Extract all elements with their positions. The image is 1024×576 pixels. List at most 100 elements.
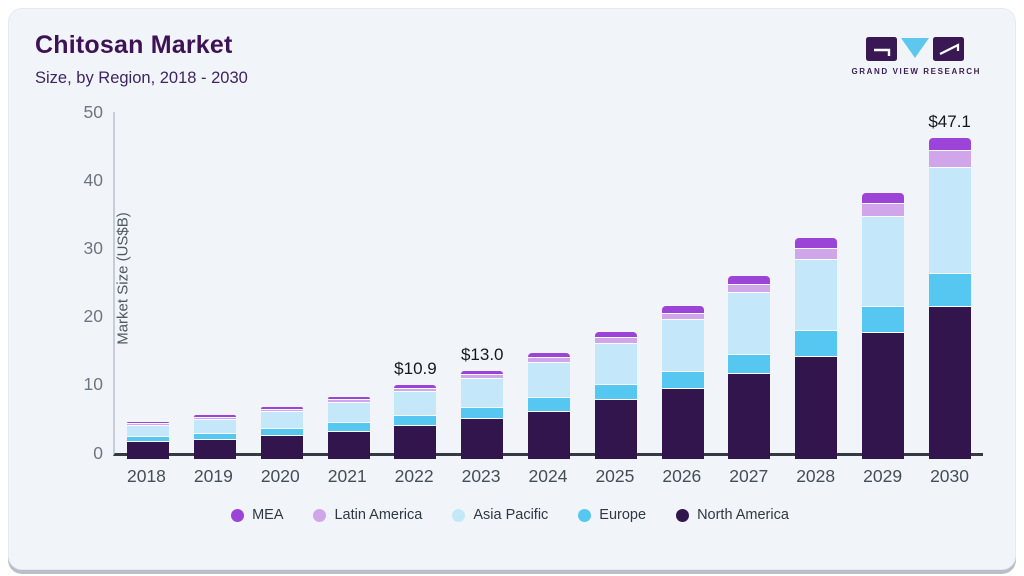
- bar-segment-north-america: [795, 355, 838, 460]
- bar-segment-asia-pacific: [661, 318, 704, 371]
- bar-segment-north-america: [527, 411, 570, 460]
- bar: [327, 397, 370, 460]
- bar-segment-asia-pacific: [795, 258, 838, 330]
- bar-segment-asia-pacific: [527, 361, 570, 398]
- bar-segment-asia-pacific: [394, 391, 437, 415]
- bar-total-label: $10.9: [394, 358, 437, 378]
- legend-dot: [578, 508, 592, 522]
- bar-segment-latin-america: [594, 337, 637, 343]
- bar: [728, 275, 771, 460]
- x-tick-label: 2018: [126, 466, 166, 486]
- x-tick-label: 2028: [796, 466, 836, 486]
- bar-segment-latin-america: [394, 387, 437, 392]
- bar-slot-2024: [516, 352, 583, 460]
- bar-total-label: $13.0: [460, 344, 504, 364]
- gvr-logo: GRAND VIEW RESEARCH: [851, 37, 981, 76]
- legend-label: MEA: [252, 507, 284, 523]
- bar-slot-2019: [182, 415, 249, 460]
- bar-segment-latin-america: [795, 247, 838, 259]
- bar-segment-latin-america: [728, 283, 771, 293]
- bar-segment-europe: [728, 354, 771, 374]
- bar-segment-north-america: [661, 388, 704, 460]
- legend-label: Europe: [599, 507, 647, 523]
- bar-segment-asia-pacific: [861, 215, 904, 306]
- bar: [461, 370, 504, 460]
- legend-item-mea: MEA: [231, 507, 283, 523]
- bar-segment-mea: [795, 237, 838, 248]
- title-block: Chitosan Market Size, by Region, 2018 - …: [35, 31, 248, 88]
- bar-segment-north-america: [260, 435, 303, 460]
- x-tick-label: 2023: [461, 466, 501, 486]
- x-tick-label: 2027: [729, 466, 769, 486]
- stacked-bar-chart: Market Size (US$B) 0 10 20 30 40 50 $10.9 $13.0…: [35, 103, 985, 487]
- legend-dot: [676, 508, 690, 522]
- y-tick-label: 20: [83, 305, 103, 326]
- bar: [795, 237, 838, 460]
- bar-segment-asia-pacific: [928, 167, 971, 274]
- chart-subtitle: Size, by Region, 2018 - 2030: [35, 69, 248, 87]
- bar-segment-mea: [394, 384, 437, 388]
- y-tick-label: 10: [83, 374, 103, 395]
- x-tick-label: 2029: [863, 466, 903, 486]
- bar-segment-north-america: [861, 332, 904, 460]
- bar-segment-north-america: [194, 438, 237, 460]
- bar-segment-north-america: [594, 398, 637, 460]
- bar-segment-europe: [127, 436, 170, 442]
- legend-item-north-america: North America: [676, 507, 789, 523]
- bar-segment-latin-america: [194, 416, 237, 419]
- bar-segment-asia-pacific: [461, 378, 504, 407]
- bar-segment-latin-america: [928, 149, 971, 168]
- bar-slot-2021: [315, 397, 382, 460]
- legend-dot: [231, 508, 245, 522]
- bar-segment-europe: [260, 427, 303, 436]
- bar-segment-europe: [394, 414, 437, 426]
- bar-segment-mea: [728, 275, 771, 284]
- bar: [527, 352, 570, 460]
- bar-slot-2020: [249, 406, 316, 460]
- bar-segment-europe: [928, 273, 971, 306]
- plot-area: 0 10 20 30 40 50 $10.9 $13.0 $47.1: [84, 103, 983, 461]
- bar-segment-mea: [327, 397, 370, 400]
- bar-segment-latin-america: [661, 312, 704, 319]
- bar-segment-latin-america: [127, 423, 170, 426]
- bar-segment-mea: [928, 138, 971, 150]
- bar-segment-north-america: [127, 441, 170, 460]
- bar-total-label: $47.1: [928, 112, 971, 131]
- bar: [260, 406, 303, 460]
- x-tick-label: 2025: [595, 466, 635, 486]
- legend-label: North America: [697, 507, 789, 523]
- bar-segment-latin-america: [327, 399, 370, 402]
- legend-label: Latin America: [334, 507, 423, 523]
- legend-item-latin-america: Latin America: [313, 507, 422, 523]
- plot-wrap: 0 10 20 30 40 50 $10.9 $13.0 $47.1 2018 2019 2020 2…: [84, 103, 983, 487]
- bar-segment-mea: [527, 352, 570, 357]
- bar: [928, 138, 971, 460]
- bar: [594, 332, 637, 460]
- legend-label: Asia Pacific: [473, 507, 549, 523]
- bar: [861, 192, 904, 460]
- bar-segment-north-america: [928, 305, 971, 460]
- x-tick-label: 2021: [327, 466, 367, 486]
- bar: [127, 421, 170, 460]
- x-tick-label: 2019: [193, 466, 233, 486]
- bar-segment-north-america: [461, 417, 504, 460]
- bar-segment-europe: [527, 397, 570, 412]
- bar-slot-2025: [582, 332, 649, 460]
- bar: [661, 306, 704, 460]
- bar-segment-north-america: [728, 373, 771, 460]
- bar-segment-europe: [327, 421, 370, 431]
- legend-dot: [313, 508, 327, 522]
- legend: MEA Latin America Asia Pacific Europe North …: [35, 507, 985, 523]
- bar-segment-europe: [194, 432, 237, 439]
- bar-segment-asia-pacific: [594, 342, 637, 384]
- bar-slot-2030: $47.1: [916, 112, 983, 460]
- bar-slot-2026: [649, 306, 716, 460]
- x-tick-label: 2024: [528, 466, 568, 486]
- bar-segment-europe: [594, 383, 637, 399]
- bar-segment-latin-america: [527, 356, 570, 362]
- page-title: Chitosan Market: [35, 31, 233, 59]
- bar-segment-latin-america: [461, 374, 504, 379]
- bar-segment-mea: [127, 421, 170, 424]
- bar-segment-asia-pacific: [127, 425, 170, 437]
